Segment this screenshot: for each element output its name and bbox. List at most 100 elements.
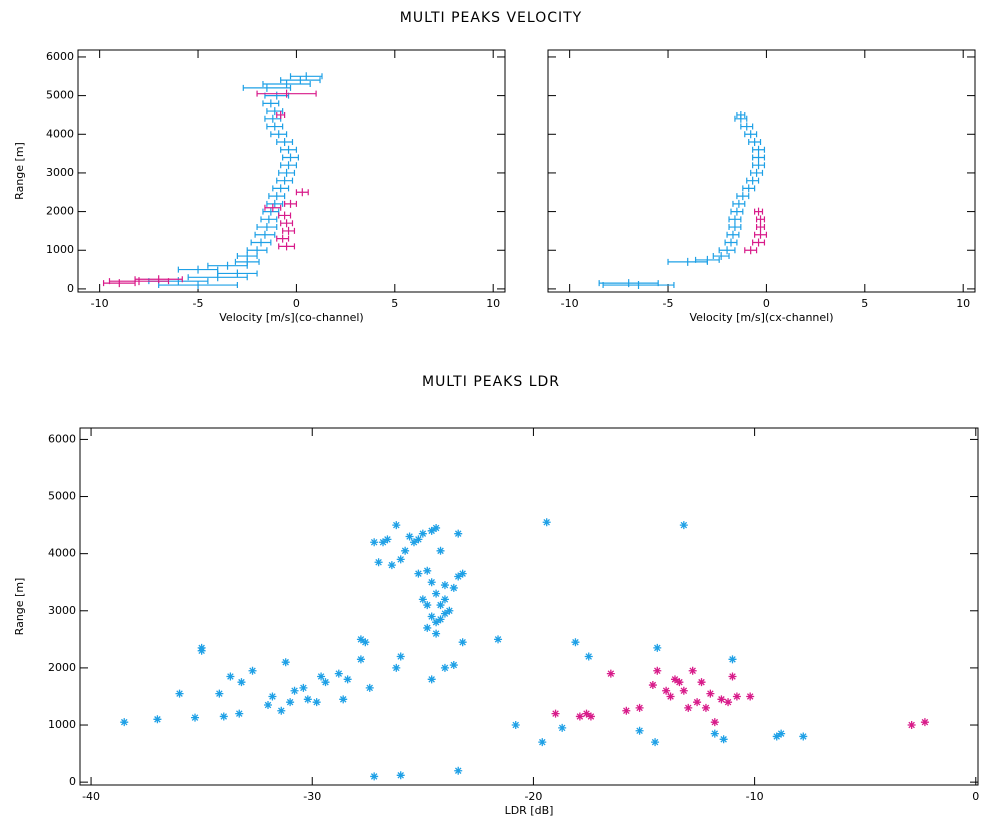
asterisk-point bbox=[392, 521, 401, 530]
asterisk-point bbox=[235, 709, 244, 718]
asterisk-point bbox=[423, 623, 432, 632]
error-cross bbox=[598, 279, 659, 288]
asterisk-point bbox=[679, 686, 688, 695]
x-tick-label: -20 bbox=[524, 790, 542, 803]
error-cross bbox=[744, 246, 758, 255]
asterisk-point bbox=[427, 578, 436, 587]
asterisk-point bbox=[432, 589, 441, 598]
chart-title: MULTI PEAKS VELOCITY bbox=[400, 10, 582, 26]
asterisk-point bbox=[772, 732, 781, 741]
error-cross bbox=[746, 176, 760, 185]
asterisk-point bbox=[454, 572, 463, 581]
asterisk-point bbox=[440, 581, 449, 590]
asterisk-point bbox=[449, 661, 458, 670]
error-cross bbox=[728, 223, 742, 232]
x-tick-label: 5 bbox=[391, 297, 398, 310]
error-cross bbox=[264, 91, 290, 100]
asterisk-point bbox=[777, 729, 786, 738]
asterisk-point bbox=[458, 569, 467, 578]
asterisk-point bbox=[670, 675, 679, 684]
asterisk-point bbox=[153, 715, 162, 724]
asterisk-point bbox=[299, 683, 308, 692]
asterisk-point bbox=[538, 738, 547, 747]
x-tick-label: -10 bbox=[561, 297, 579, 310]
asterisk-point bbox=[440, 609, 449, 618]
y-tick-label: 0 bbox=[67, 282, 74, 295]
error-cross bbox=[278, 242, 296, 251]
plot-frame bbox=[77, 49, 506, 293]
asterisk-point bbox=[799, 732, 808, 741]
asterisk-point bbox=[436, 546, 445, 555]
x-tick-label: 5 bbox=[861, 297, 868, 310]
asterisk-point bbox=[339, 695, 348, 704]
asterisk-point bbox=[551, 709, 560, 718]
error-cross bbox=[187, 273, 248, 282]
error-cross bbox=[276, 176, 294, 185]
asterisk-point bbox=[248, 666, 257, 675]
error-cross bbox=[748, 138, 762, 147]
asterisk-point bbox=[290, 686, 299, 695]
x-axis-label: Velocity [m/s](cx-channel) bbox=[689, 311, 833, 324]
error-cross bbox=[276, 138, 294, 147]
x-tick-label: 0 bbox=[293, 297, 300, 310]
asterisk-point bbox=[688, 666, 697, 675]
asterisk-point bbox=[662, 686, 671, 695]
asterisk-point bbox=[622, 706, 631, 715]
error-cross bbox=[282, 226, 296, 235]
asterisk-point bbox=[317, 672, 326, 681]
asterisk-point bbox=[454, 529, 463, 538]
asterisk-point bbox=[710, 718, 719, 727]
asterisk-point bbox=[197, 643, 206, 652]
asterisk-point bbox=[120, 718, 129, 727]
error-cross bbox=[742, 184, 756, 193]
asterisk-point bbox=[728, 655, 737, 664]
error-cross bbox=[108, 277, 170, 286]
asterisk-point bbox=[458, 638, 467, 647]
asterisk-point bbox=[286, 698, 295, 707]
asterisk-point bbox=[606, 669, 615, 678]
error-cross bbox=[280, 145, 298, 154]
error-cross bbox=[266, 122, 284, 131]
asterisk-point bbox=[370, 538, 379, 547]
error-cross bbox=[736, 192, 750, 201]
asterisk-point bbox=[432, 629, 441, 638]
asterisk-point bbox=[418, 595, 427, 604]
asterisk-point bbox=[436, 601, 445, 610]
x-tick-label: -5 bbox=[663, 297, 674, 310]
error-cross bbox=[289, 72, 323, 81]
error-cross bbox=[242, 83, 292, 92]
error-cross bbox=[217, 269, 258, 278]
asterisk-point bbox=[226, 672, 235, 681]
error-cross bbox=[102, 279, 136, 288]
x-tick-label: 10 bbox=[956, 297, 970, 310]
error-cross bbox=[276, 110, 286, 119]
y-tick-label: 5000 bbox=[46, 89, 74, 102]
error-cross bbox=[732, 199, 746, 208]
asterisk-point bbox=[684, 703, 693, 712]
asterisk-point bbox=[701, 703, 710, 712]
error-cross bbox=[752, 153, 766, 162]
asterisk-point bbox=[575, 712, 584, 721]
asterisk-point bbox=[719, 735, 728, 744]
error-cross bbox=[736, 110, 746, 119]
asterisk-point bbox=[571, 638, 580, 647]
chart-title: MULTI PEAKS LDR bbox=[422, 374, 560, 390]
y-tick-label: 2000 bbox=[48, 661, 76, 674]
x-tick-label: -40 bbox=[82, 790, 100, 803]
asterisk-point bbox=[635, 703, 644, 712]
x-axis-label: LDR [dB] bbox=[505, 804, 554, 817]
y-tick-label: 2000 bbox=[46, 205, 74, 218]
asterisk-point bbox=[432, 618, 441, 627]
asterisk-point bbox=[679, 521, 688, 530]
error-cross bbox=[602, 281, 675, 290]
error-cross bbox=[236, 252, 258, 261]
error-cross bbox=[752, 238, 766, 247]
asterisk-point bbox=[409, 538, 418, 547]
error-cross bbox=[694, 255, 720, 264]
asterisk-point bbox=[392, 663, 401, 672]
x-tick-label: -10 bbox=[746, 790, 764, 803]
asterisk-point bbox=[440, 595, 449, 604]
y-tick-label: 6000 bbox=[46, 50, 74, 63]
